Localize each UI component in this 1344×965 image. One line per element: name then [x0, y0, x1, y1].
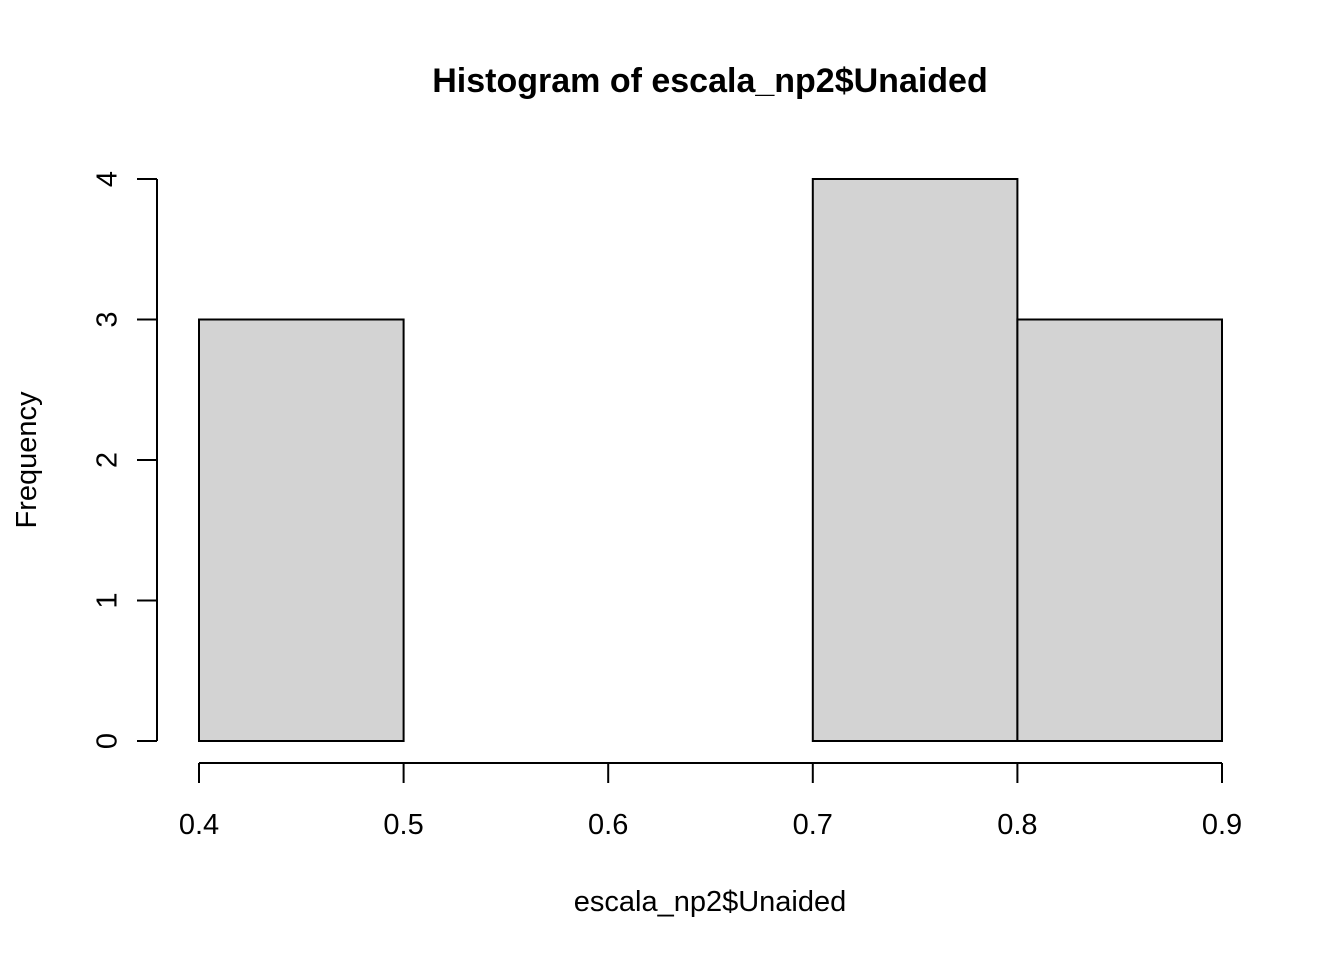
chart-title: Histogram of escala_np2$Unaided [432, 62, 988, 100]
x-tick-label-2: 0.5 [383, 809, 423, 841]
y-tick-label-3: 2 [92, 452, 124, 468]
histogram-bar-5 [1016, 318, 1224, 742]
y-tick-label-5: 4 [92, 171, 124, 187]
bars-layer [198, 178, 1224, 742]
histogram-bar-1 [198, 318, 405, 742]
y-tick-label-1: 0 [92, 733, 124, 749]
x-tick-label-4: 0.7 [793, 809, 833, 841]
x-tick-label-6: 0.9 [1202, 809, 1242, 841]
x-axis: 0.4 0.5 0.6 0.7 0.8 0.9 [179, 762, 1242, 841]
x-tick-label-5: 0.8 [997, 809, 1037, 841]
y-axis-label: Frequency [11, 391, 43, 529]
y-tick-label-4: 3 [92, 311, 124, 327]
y-tick-label-2: 1 [92, 592, 124, 608]
y-axis: 0 1 2 3 4 [92, 171, 158, 749]
x-tick-label-3: 0.6 [588, 809, 628, 841]
histogram-bar-4 [811, 178, 1019, 742]
x-tick-label-1: 0.4 [179, 809, 219, 841]
x-axis-label: escala_np2$Unaided [574, 886, 847, 918]
